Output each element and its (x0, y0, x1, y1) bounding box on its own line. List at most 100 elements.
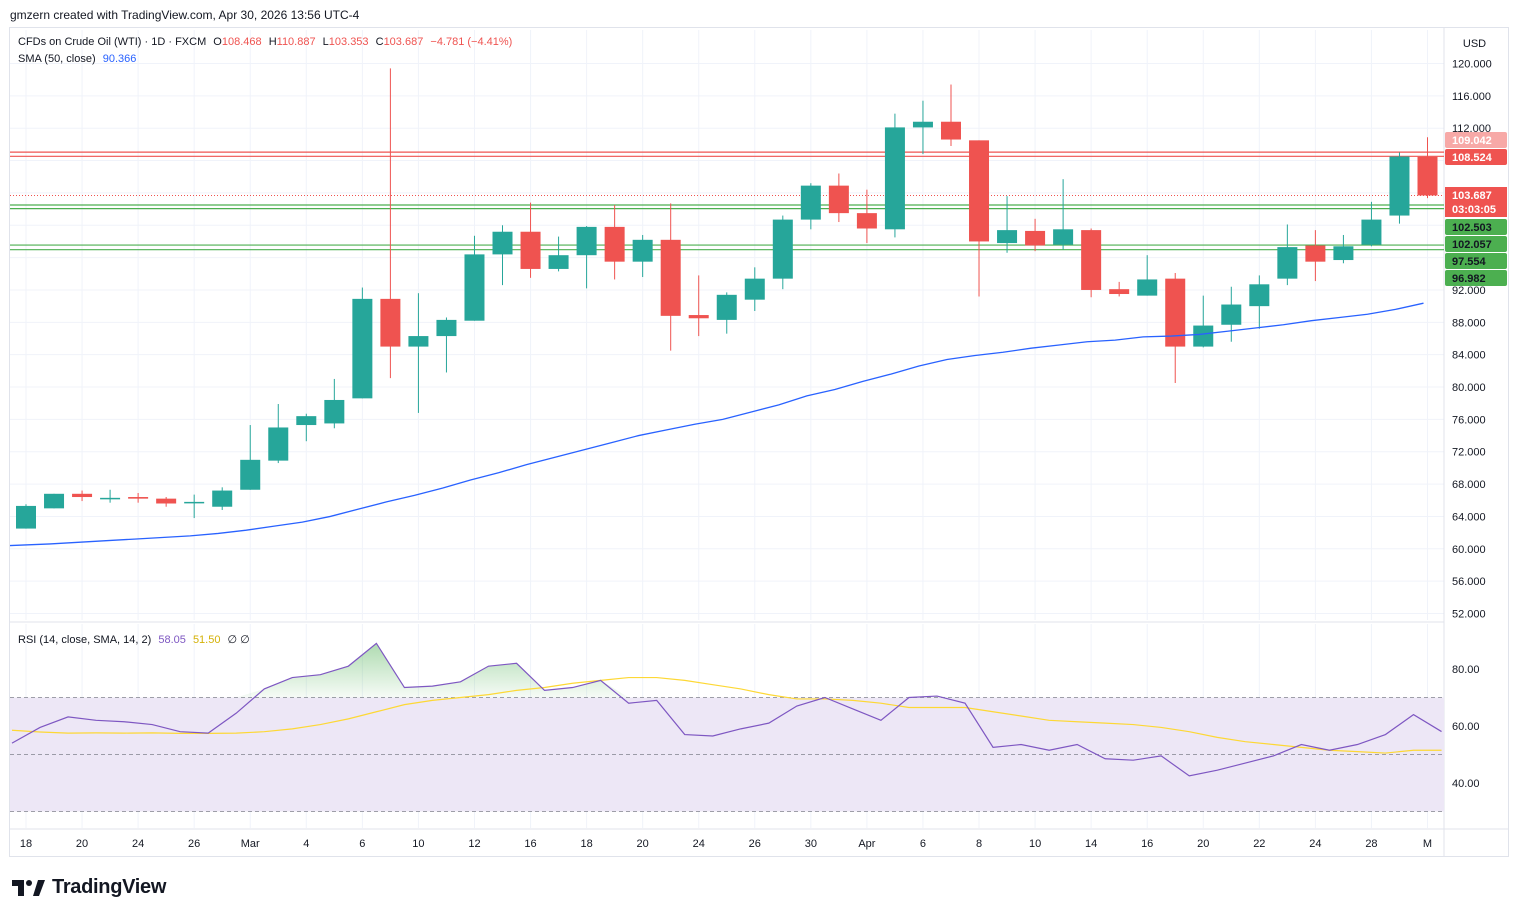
sma-legend-label: SMA (50, close) (18, 53, 96, 65)
rsi-legend[interactable]: RSI (14, close, SMA, 14, 2) 58.05 51.50 … (18, 633, 254, 646)
price-tick-label: 76.000 (1452, 414, 1486, 426)
footer-brand-name: TradingView (52, 876, 167, 898)
candle (380, 68, 401, 379)
candle-body (1193, 325, 1214, 347)
candle (632, 234, 653, 278)
legend-symbol[interactable]: CFDs on Crude Oil (WTI) · 1D · FXCM (18, 36, 207, 48)
date-tick-label: 18 (20, 838, 32, 850)
rsi-line (11, 642, 1442, 777)
candle (100, 489, 121, 503)
candle-body (352, 298, 373, 399)
candle-body (156, 498, 177, 504)
footer-brand: TradingView (12, 876, 166, 899)
axes: 120.000116.000112.00092.00088.00084.0008… (20, 59, 1492, 851)
level-tag-102057-bg (1445, 236, 1507, 252)
date-tick-label: 18 (580, 838, 592, 850)
price-levels (10, 151, 1444, 251)
candle (772, 215, 793, 290)
candle (1053, 179, 1074, 250)
level-tag-108-text: 108.524 (1452, 152, 1493, 164)
candle-body (1249, 284, 1270, 307)
candle (1417, 137, 1438, 199)
date-tick-label: 20 (1197, 838, 1209, 850)
candle-body (1389, 156, 1410, 216)
rsi-tick-label: 60.00 (1452, 721, 1480, 733)
candle (800, 183, 821, 230)
candle (1305, 230, 1326, 282)
price-tick-label: 92.000 (1452, 285, 1486, 297)
candle-body (969, 140, 990, 242)
candle-body (1277, 247, 1298, 279)
rsi-tick-label: 40.00 (1452, 778, 1480, 790)
sma-legend-value: 90.366 (102, 53, 137, 65)
candle-body (576, 226, 597, 256)
candle-body (1137, 279, 1158, 296)
date-tick-label: 24 (1309, 838, 1321, 850)
candle (128, 492, 149, 503)
candle (492, 225, 513, 286)
candle-body (1305, 245, 1326, 262)
sma-legend[interactable]: SMA (50, close) 90.366 (18, 53, 140, 65)
candles (16, 68, 1438, 529)
level-tag-109-bg (1445, 132, 1507, 148)
level-tag-97554-text: 97.554 (1452, 256, 1487, 268)
candle (72, 490, 93, 502)
sma-path (9, 302, 1424, 547)
candle-body (16, 505, 36, 529)
candle (1081, 228, 1102, 298)
level-tag-96982: 96.982 (1445, 270, 1507, 286)
candle (436, 317, 457, 373)
price-tick-label: 80.000 (1452, 382, 1486, 394)
candle (268, 404, 289, 464)
candle (1249, 275, 1270, 329)
candle (940, 84, 961, 146)
currency-button[interactable]: USD (1462, 38, 1487, 50)
level-tag-102503-bg (1445, 219, 1507, 235)
rsi-pane (10, 642, 1444, 812)
rsi-legend-extra: ∅ ∅ (227, 634, 250, 646)
candle-body (184, 501, 205, 504)
price-tick-label: 64.000 (1452, 511, 1486, 523)
candle-body (72, 493, 93, 498)
date-tick-label: 10 (412, 838, 424, 850)
candle (604, 205, 625, 280)
level-tag-96982-bg (1445, 270, 1507, 286)
date-tick-label: 4 (303, 838, 309, 850)
level-tag-102057-text: 102.057 (1452, 239, 1492, 251)
candle-body (128, 497, 149, 499)
candle-body (744, 278, 765, 300)
legend-low-label: L (322, 36, 329, 48)
candle-body (240, 459, 261, 490)
candle-body (1109, 289, 1130, 295)
candle (16, 504, 36, 529)
candle-body (100, 497, 121, 500)
last-price-value: 103.687 (1452, 190, 1492, 202)
candle-body (1081, 230, 1102, 290)
legend-close-label: C (375, 36, 384, 48)
candle-body (548, 255, 569, 269)
candle (212, 487, 233, 510)
chart-attribution: gmzern created with TradingView.com, Apr… (10, 8, 360, 22)
candle (1109, 281, 1130, 297)
sma-line (9, 302, 1424, 547)
candle (1137, 255, 1158, 296)
candle (1165, 272, 1186, 383)
candle (520, 202, 541, 278)
candle (912, 100, 933, 155)
date-tick-label: Apr (858, 838, 875, 850)
candle-body (464, 254, 485, 321)
candle (969, 140, 990, 297)
candle-body (1025, 230, 1046, 246)
date-tick-label: 30 (805, 838, 817, 850)
candle (1277, 224, 1298, 286)
candle-body (1053, 229, 1074, 245)
price-tick-label: 88.000 (1452, 317, 1486, 329)
candle-body (520, 231, 541, 269)
candle-body (436, 319, 457, 337)
candle-body (212, 490, 233, 507)
rsi-ma-legend-value: 51.50 (192, 634, 221, 646)
candle (576, 226, 597, 289)
candle-body (688, 315, 709, 319)
date-tick-label: 20 (637, 838, 649, 850)
